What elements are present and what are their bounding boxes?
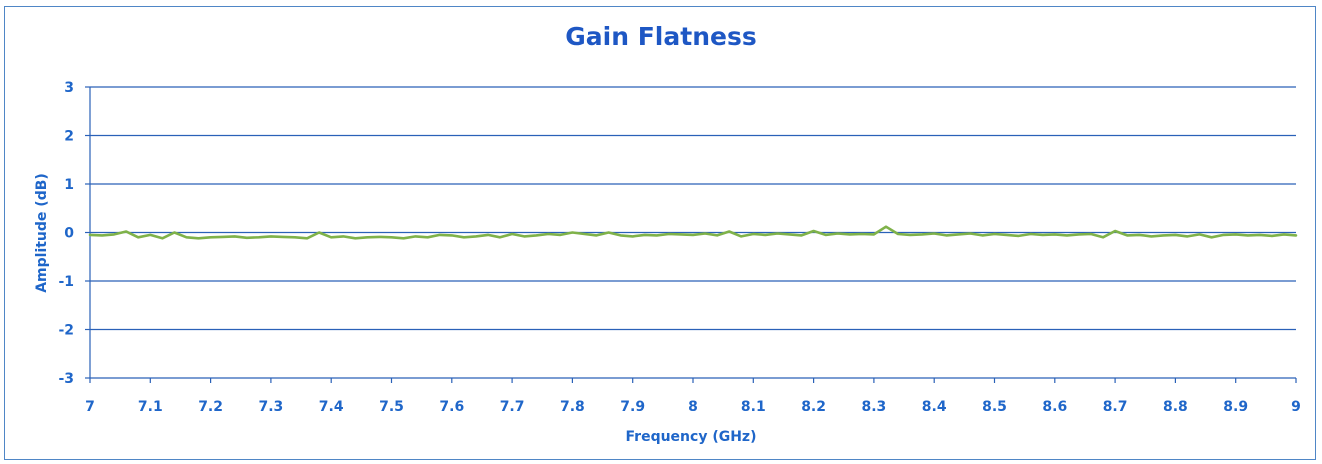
grid-layer [85, 86, 1297, 383]
x-tick-label: 7.3 [258, 399, 283, 415]
x-tick-label: 7.8 [560, 399, 585, 415]
x-tick-label: 7.1 [138, 399, 163, 415]
x-tick-label: 8.2 [801, 399, 826, 415]
chart-title: Gain Flatness [565, 22, 757, 51]
y-axis-label: Amplitude (dB) [34, 173, 50, 293]
x-tick-label: 8.6 [1042, 399, 1067, 415]
x-tick-label: 7.4 [319, 399, 344, 415]
x-tick-label: 8.9 [1223, 399, 1248, 415]
x-tick-label: 7.9 [620, 399, 645, 415]
x-tick-label: 8.7 [1103, 399, 1128, 415]
y-tick-label: 0 [64, 226, 74, 242]
y-tick-label: -1 [58, 274, 74, 290]
x-tick-label: 7.6 [439, 399, 464, 415]
x-tick-label: 8.5 [982, 399, 1007, 415]
x-tick-label: 8 [688, 399, 698, 415]
x-tick-label: 7.7 [500, 399, 525, 415]
x-tick-label: 7 [85, 399, 95, 415]
x-tick-label: 8.4 [922, 399, 947, 415]
series-line [88, 225, 1298, 240]
x-tick-label: 8.1 [741, 399, 766, 415]
x-tick-label: 8.8 [1163, 399, 1188, 415]
y-tick-label: 1 [64, 177, 74, 193]
y-tick-label: -3 [58, 371, 74, 387]
x-tick-label: 9 [1291, 399, 1301, 415]
tick-layer: 3 2 1 0 -1 -2 -3 7 7.1 7.2 7.3 7.4 7.5 7.6 7.7 7.8 7.9 8 8… [58, 80, 1300, 415]
x-tick-label: 7.5 [379, 399, 404, 415]
x-tick-label: 7.2 [198, 399, 223, 415]
y-tick-label: 2 [64, 129, 74, 145]
y-tick-label: 3 [64, 80, 74, 96]
series-layer [88, 225, 1298, 240]
x-tick-label: 8.3 [861, 399, 886, 415]
x-axis-label: Frequency (GHz) [626, 429, 757, 445]
y-tick-label: -2 [58, 323, 74, 339]
